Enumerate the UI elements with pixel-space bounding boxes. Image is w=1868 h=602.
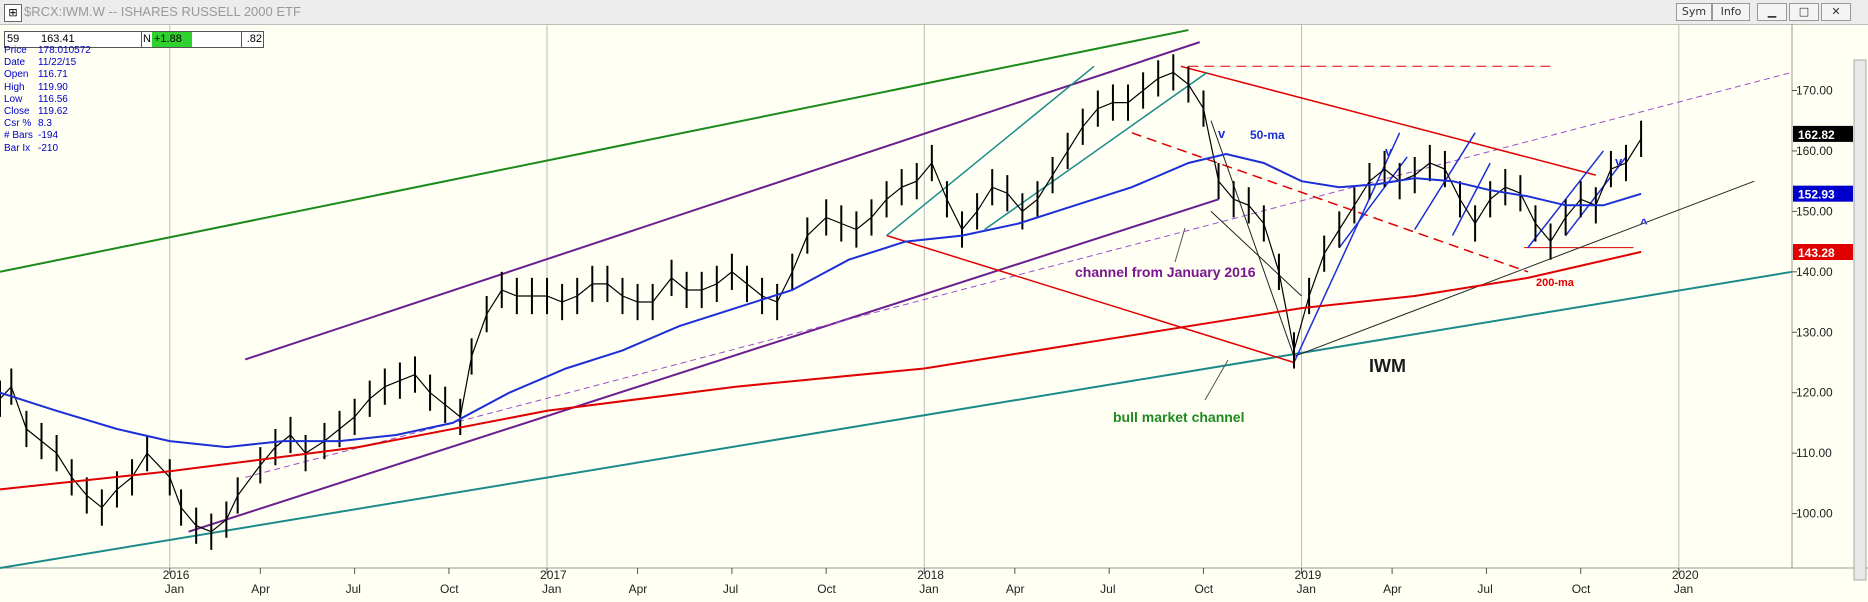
blue-uptrend-4 (1451, 162, 1491, 236)
x-tick-label: Apr (629, 582, 648, 596)
x-tick-label: Oct (1572, 582, 1591, 596)
x-tick-year: 2017 (540, 568, 567, 582)
channel-label-leader (1174, 227, 1186, 263)
blue-uptrend-2 (1338, 156, 1408, 249)
sym-button[interactable]: Sym (1676, 3, 1712, 21)
data-row-low: Low 116.56 (4, 93, 68, 105)
data-row-high: High 119.90 (4, 81, 68, 93)
x-tick-label: Apr (251, 582, 270, 596)
y-tick-label: 100.00 (1796, 507, 1833, 521)
price-tags: 162.82 152.93 143.28 (1793, 125, 1853, 260)
chart-app-icon[interactable]: ⊞ (4, 4, 22, 22)
y-tick-label: 120.00 (1796, 386, 1833, 400)
y-tick-label: 140.00 (1796, 265, 1833, 279)
red-channel-mid-dashed (1131, 132, 1529, 273)
data-row-date: Date 11/22/15 (4, 57, 77, 69)
data-row-open: Open 116.71 (4, 69, 68, 81)
price-tag-label: 143.28 (1798, 246, 1835, 260)
vertical-scrollbar[interactable] (1853, 59, 1867, 581)
x-tick-label: Jan (1674, 582, 1693, 596)
price-tag-box (1793, 125, 1853, 142)
data-row-bars: # Bars -194 (4, 130, 59, 142)
bull-label-leader (1204, 359, 1229, 401)
channel-from-january-2016-label: channel from January 2016 (1075, 264, 1256, 280)
x-tick-label: Jan (165, 582, 184, 596)
x-tick-label: Jan (1297, 582, 1316, 596)
200-ma-label: 200-ma (1536, 277, 1575, 289)
x-tick-label: Jul (1100, 582, 1115, 596)
lower-purple-channel-line (188, 198, 1219, 533)
title-bar: ⊞ $RCX:IWM.W -- ISHARES RUSSELL 2000 ETF… (0, 0, 1868, 25)
x-tick-year: 2018 (917, 568, 944, 582)
y-tick-label: 160.00 (1796, 144, 1833, 158)
x-tick-label: Oct (440, 582, 459, 596)
y-tick-label: 150.00 (1796, 204, 1833, 218)
v-marker-1: v (1218, 126, 1226, 141)
data-panel: Price 178.010572 Date 11/22/15 Open 116.71 … (4, 45, 91, 155)
price-tag-label: 152.93 (1798, 188, 1835, 202)
y-tick-label: 110.00 (1796, 446, 1832, 460)
series-200-ma (0, 250, 1642, 491)
window-title: $RCX:IWM.W -- ISHARES RUSSELL 2000 ETF (24, 4, 301, 19)
x-tick-year: 2019 (1295, 568, 1322, 582)
black-decline-line-2 (1210, 211, 1302, 297)
x-tick-label: Jul (723, 582, 738, 596)
bull-market-channel-label: bull market channel (1113, 409, 1244, 425)
x-tick-year: 2016 (163, 568, 190, 582)
data-row-barix: Bar Ix -210 (4, 142, 59, 154)
y-axis-ticks: 100.00 110.00 120.00 130.00 140.00 150.00 160.… (1792, 83, 1833, 521)
x-tick-label: Oct (1194, 582, 1213, 596)
x-tick-label: Apr (1383, 582, 1402, 596)
iwm-label: IWM (1369, 356, 1406, 376)
x-tick-label: Jan (919, 582, 938, 596)
price-tag-label: 162.82 (1798, 128, 1835, 142)
last-price: 163.41 (41, 33, 75, 45)
black-decline-line (1210, 120, 1295, 357)
x-tick-label: Jan (542, 582, 561, 596)
data-row-csr: Csr % 8.3 (4, 118, 52, 130)
x-tick-year: 2020 (1672, 568, 1699, 582)
data-row-close: Close 119.62 (4, 106, 68, 118)
v-marker-2: v (1385, 144, 1393, 159)
price-tag-box (1793, 185, 1853, 202)
x-tick-label: Oct (817, 582, 836, 596)
purple-midline-dashed (245, 71, 1793, 478)
50-ma-label: 50-ma (1250, 128, 1285, 142)
green-trendline (0, 29, 1189, 273)
black-uptrend-line (1293, 180, 1755, 357)
bars-count: 59 (7, 33, 20, 45)
series-layer (0, 54, 1643, 550)
data-row-price: Price 178.010572 (4, 45, 91, 56)
info-button[interactable]: Info (1712, 3, 1750, 21)
x-tick-label: Apr (1006, 582, 1025, 596)
caret-marker: ^ (1640, 216, 1648, 231)
annotation-layer: channel from January 2016 bull market cha… (1075, 126, 1648, 425)
upper-purple-channel-line (244, 41, 1201, 361)
v-marker-3: v (1615, 154, 1623, 169)
price-change: +1.88 (152, 32, 192, 47)
x-tick-label: Jul (346, 582, 361, 596)
teal-channel-upper (886, 65, 1095, 237)
percent-change: .82 (241, 32, 262, 47)
y-tick-label: 170.00 (1796, 83, 1833, 97)
minimize-icon[interactable]: ▁ (1757, 3, 1787, 21)
maximize-icon[interactable]: □ (1789, 3, 1819, 21)
blue-uptrend-5 (1527, 150, 1604, 249)
close-icon[interactable]: ✕ (1821, 3, 1851, 21)
red-channel-upper (1180, 65, 1597, 176)
red-channel-lower (886, 234, 1295, 364)
price-tag-box (1793, 243, 1853, 260)
info-bar: 59 163.41 N +1.88 .82 (4, 31, 264, 48)
y-tick-label: 130.00 (1796, 325, 1833, 339)
x-tick-label: Jul (1477, 582, 1492, 596)
bull-market-channel-line (0, 270, 1793, 569)
trendlines (0, 29, 1793, 569)
series-50-ma (0, 152, 1642, 449)
